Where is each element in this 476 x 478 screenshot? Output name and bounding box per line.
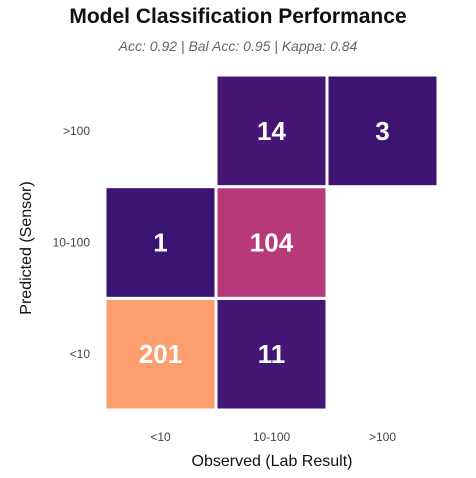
cell-value-label: 14 (257, 116, 286, 146)
heatmap-cell (214, 73, 329, 189)
cell-value-label: 104 (250, 228, 294, 258)
cell-value-label: 11 (258, 339, 286, 369)
cell-value-label: 1 (153, 228, 167, 258)
x-tick-label: 10-100 (253, 430, 291, 444)
y-tick-label: >100 (63, 124, 90, 138)
y-tick-label: 10-100 (53, 236, 91, 250)
x-axis-ticks: <10 10-100 >100 (150, 430, 396, 444)
chart-title: Model Classification Performance (69, 5, 407, 28)
heatmap-cell (103, 296, 218, 412)
x-tick-label: <10 (150, 430, 171, 444)
x-tick-label: >100 (369, 430, 396, 444)
x-axis-title: Observed (Lab Result) (192, 453, 353, 470)
cell-value-label: 3 (375, 116, 389, 146)
y-tick-label: <10 (70, 347, 91, 361)
heatmap-cell (325, 73, 440, 189)
cell-value-label: 201 (139, 339, 182, 369)
y-axis-title: Predicted (Sensor) (18, 181, 35, 314)
chart-subtitle: Acc: 0.92 | Bal Acc: 0.95 | Kappa: 0.84 (118, 38, 358, 54)
y-axis-ticks: <10 10-100 >100 (53, 124, 91, 361)
heatmap-cell (214, 296, 329, 412)
